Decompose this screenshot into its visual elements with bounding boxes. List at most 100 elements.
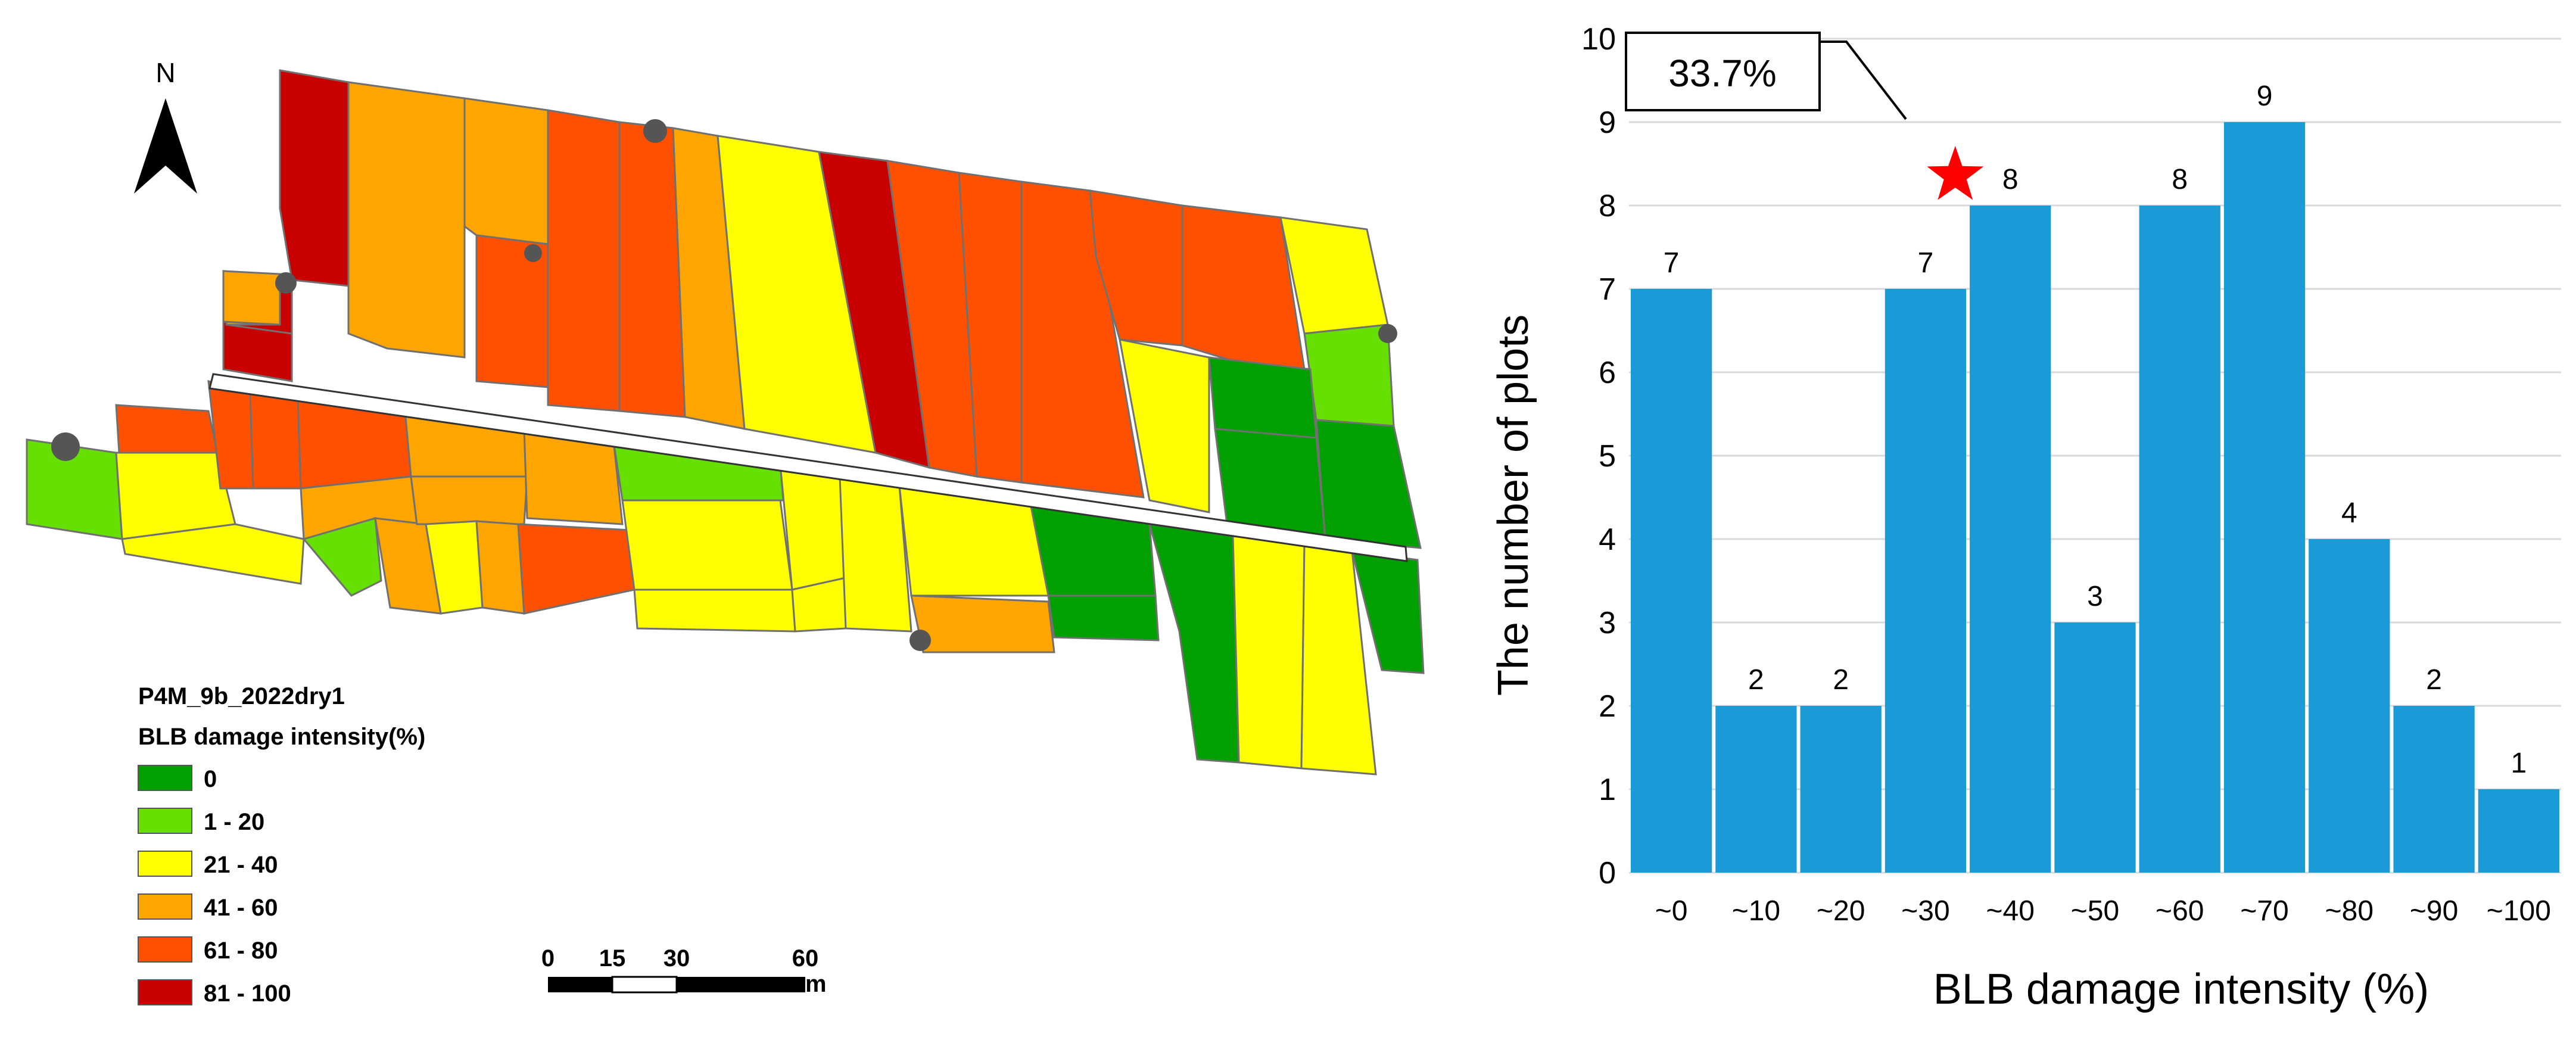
legend-title: P4M_9b_2022dry1 xyxy=(138,683,345,709)
scale-segment xyxy=(677,977,805,992)
field-plot xyxy=(463,97,549,245)
annotation-leader xyxy=(1820,41,1907,120)
field-marker xyxy=(524,244,542,262)
bar-value-label: 1 xyxy=(2511,748,2527,779)
field-plot xyxy=(302,517,382,597)
annotation-text: 33.7% xyxy=(1668,52,1776,95)
field-plot xyxy=(779,463,847,591)
scale-unit: m xyxy=(805,971,827,997)
field-plot xyxy=(115,404,219,454)
bar-value-label: 2 xyxy=(2426,664,2442,696)
field-plot xyxy=(1148,523,1240,764)
x-tick-label: ~20 xyxy=(1817,895,1865,927)
bar-value-label: 2 xyxy=(1748,664,1764,696)
legend-swatch xyxy=(138,851,192,877)
legend-swatch xyxy=(138,808,192,834)
x-tick-label: ~60 xyxy=(2156,895,2204,927)
legend-swatch xyxy=(138,979,192,1005)
y-tick-label: 5 xyxy=(1599,439,1616,474)
scale-tick-label: 60 xyxy=(792,945,819,972)
map-legend: P4M_9b_2022dry1 BLB damage intensity(%) … xyxy=(138,683,425,1007)
bar-value-label: 7 xyxy=(1664,247,1680,279)
field-marker xyxy=(1378,324,1397,343)
legend-items: 0 1 - 20 21 - 40 41 - 60 61 - 80 81 - 100 xyxy=(138,765,291,1007)
bar xyxy=(2309,539,2390,873)
field-marker xyxy=(643,119,667,143)
field-plot xyxy=(517,523,636,615)
y-tick-label: 3 xyxy=(1599,606,1616,640)
field-plots xyxy=(26,69,1425,776)
bar-value-label: 2 xyxy=(1833,664,1849,696)
blb-damage-map: N P4M_9b_2022dry1 BLB damage intensity(%… xyxy=(26,57,1425,1007)
x-tick-label: ~40 xyxy=(1986,895,2035,927)
scale-ticks: 0 15 30 60 xyxy=(541,945,818,972)
scale-tick-label: 0 xyxy=(541,945,555,972)
field-plot xyxy=(410,475,528,525)
field-plot xyxy=(621,499,793,591)
x-tick-label: ~80 xyxy=(2325,895,2373,927)
legend-swatch xyxy=(138,765,192,791)
legend-swatch xyxy=(138,936,192,963)
y-tick-labels: 0 1 2 3 4 5 6 7 8 9 10 xyxy=(1581,22,1616,890)
field-plot xyxy=(1047,594,1160,642)
legend-label: 0 xyxy=(204,766,217,792)
bar xyxy=(1970,205,2051,873)
x-tick-label: ~50 xyxy=(2071,895,2119,927)
field-plot xyxy=(1315,419,1422,549)
field-plot xyxy=(1232,535,1306,770)
y-tick-label: 6 xyxy=(1599,356,1616,390)
bar-labels: 7 2 2 7 8 3 8 9 4 2 1 xyxy=(1664,80,2527,779)
field-plot xyxy=(475,520,525,615)
legend-label: 1 - 20 xyxy=(204,809,264,835)
north-arrow: N xyxy=(134,57,197,194)
scale-segment xyxy=(548,977,612,992)
field-plot xyxy=(121,523,305,585)
field-plot xyxy=(1208,356,1317,439)
bar xyxy=(2223,122,2306,873)
field-plot xyxy=(547,109,621,412)
scale-tick-label: 15 xyxy=(599,945,626,972)
y-tick-label: 8 xyxy=(1599,189,1616,223)
y-tick-label: 0 xyxy=(1599,856,1616,890)
bar xyxy=(1631,289,1712,873)
x-tick-label: ~10 xyxy=(1732,895,1780,927)
field-plot xyxy=(633,588,796,633)
x-tick-label: ~100 xyxy=(2487,895,2551,927)
field-plot xyxy=(1020,180,1145,499)
bar xyxy=(2054,622,2136,873)
bar-value-label: 4 xyxy=(2341,497,2357,529)
field-plot xyxy=(279,69,350,287)
x-tick-labels: ~0 ~10 ~20 ~30 ~40 ~50 ~60 ~70 ~80 ~90 ~100 xyxy=(1655,895,2551,927)
bar xyxy=(2478,789,2559,873)
bar-value-label: 9 xyxy=(2257,80,2273,112)
field-plot xyxy=(1119,338,1210,513)
legend-label: 61 - 80 xyxy=(204,938,278,964)
legend-label: 81 - 100 xyxy=(204,980,291,1007)
y-tick-label: 9 xyxy=(1599,105,1616,140)
y-tick-label: 7 xyxy=(1599,272,1616,307)
y-tick-label: 2 xyxy=(1599,689,1616,724)
field-plot xyxy=(249,392,302,490)
legend-subtitle: BLB damage intensity(%) xyxy=(138,724,425,750)
legend-label: 41 - 60 xyxy=(204,895,278,921)
bar-value-label: 8 xyxy=(2172,164,2188,195)
field-plot xyxy=(910,594,1055,653)
bar xyxy=(1885,289,1967,873)
scale-segment xyxy=(611,976,678,994)
north-label: N xyxy=(155,57,175,88)
x-tick-label: ~70 xyxy=(2240,895,2288,927)
bar xyxy=(1800,706,1882,873)
y-axis-label: The number of plots xyxy=(1490,315,1537,696)
bar-value-label: 8 xyxy=(2002,164,2019,195)
bar-value-label: 3 xyxy=(2087,581,2103,612)
bar xyxy=(2393,706,2475,873)
bar xyxy=(2139,205,2220,873)
star-icon xyxy=(1927,146,1984,200)
x-axis-label: BLB damage intensity (%) xyxy=(1933,966,2429,1013)
x-tick-label: ~90 xyxy=(2410,895,2458,927)
y-tick-label: 4 xyxy=(1599,522,1616,557)
y-tick-label: 1 xyxy=(1599,773,1616,807)
field-plot xyxy=(222,270,281,326)
field-plot xyxy=(1303,323,1395,427)
